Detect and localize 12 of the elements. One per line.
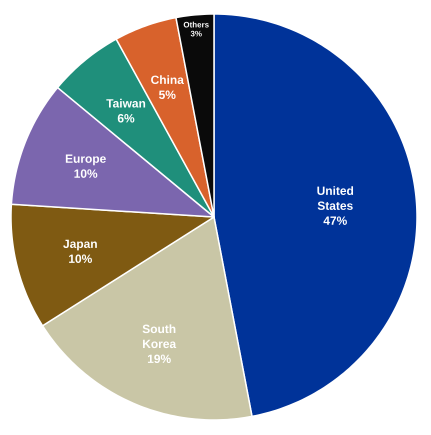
slice-label: United States bbox=[317, 186, 354, 210]
slice-label: China bbox=[151, 75, 184, 84]
data-label: 10% bbox=[74, 169, 98, 178]
slice-label: Japan bbox=[63, 240, 97, 250]
data-label: 19% bbox=[148, 354, 171, 364]
data-label: 5% bbox=[158, 90, 176, 99]
slice-label: South Korea bbox=[142, 324, 176, 348]
data-label: 10% bbox=[69, 254, 92, 263]
data-label: 47% bbox=[323, 216, 347, 225]
data-label: 6% bbox=[118, 114, 134, 122]
slice-label: Europe bbox=[66, 154, 106, 166]
slice-label: Taiwan bbox=[106, 98, 146, 108]
